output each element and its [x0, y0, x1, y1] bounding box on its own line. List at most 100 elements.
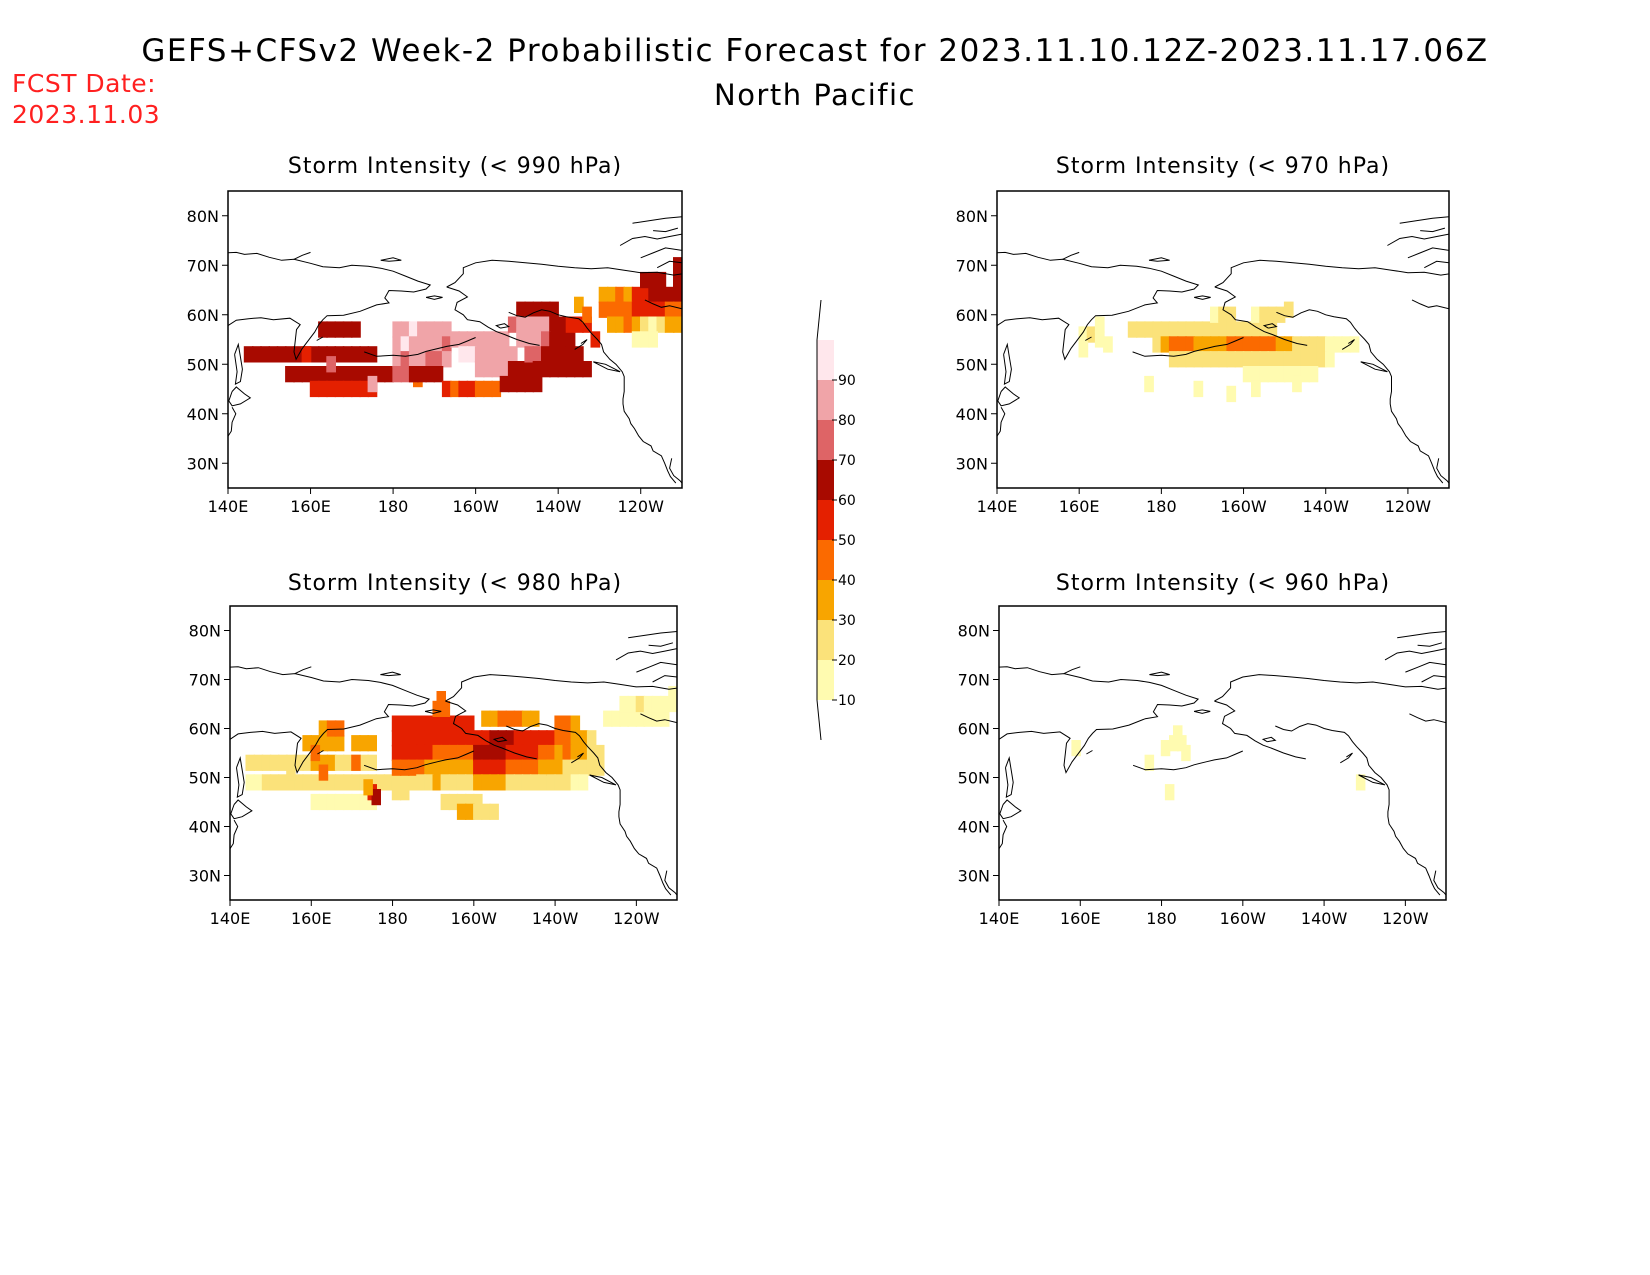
probability-cell — [1193, 321, 1204, 338]
probability-cell — [1300, 351, 1311, 368]
probability-cell — [505, 744, 516, 762]
probability-cell — [491, 361, 502, 378]
probability-cell — [586, 730, 597, 747]
probability-cell — [408, 715, 418, 732]
probability-cell — [532, 316, 543, 333]
probability-cell — [400, 321, 411, 338]
probability-cell — [565, 346, 576, 363]
probability-cell — [541, 331, 551, 348]
probability-cell — [640, 271, 650, 289]
probability-cell — [334, 735, 345, 752]
lon-tick-label: 120W — [1382, 909, 1429, 928]
probability-cell — [481, 803, 491, 820]
probability-cell — [1160, 336, 1171, 353]
coastline-segment — [424, 709, 442, 714]
probability-cell — [318, 321, 328, 338]
probability-cell — [318, 366, 328, 383]
panel-title: Storm Intensity (< 990 hPa) — [288, 154, 622, 179]
probability-cell — [1185, 351, 1195, 368]
colorbar-label: 40 — [838, 573, 856, 589]
probability-cell — [578, 730, 589, 747]
probability-cell — [643, 710, 654, 727]
probability-cell — [554, 715, 564, 732]
probability-cell — [546, 774, 556, 791]
probability-cell — [458, 331, 469, 348]
probability-cell — [334, 793, 345, 811]
probability-cell — [342, 380, 353, 398]
probability-cell — [1193, 351, 1204, 368]
probability-cell — [532, 346, 543, 363]
probability-cell — [549, 361, 559, 378]
probability-cell — [1275, 306, 1286, 323]
coastline-segment — [234, 342, 243, 385]
probability-cell — [417, 336, 427, 353]
probability-cell — [640, 286, 650, 304]
probability-cell — [1177, 351, 1187, 368]
probability-cell — [432, 744, 442, 762]
probability-cell — [1251, 306, 1261, 323]
probability-cell — [391, 759, 402, 776]
probability-cell — [1251, 366, 1261, 383]
probability-cell — [631, 331, 642, 348]
probability-cell — [627, 695, 637, 713]
probability-cell — [660, 695, 670, 713]
colorbar-segment — [817, 540, 834, 580]
probability-cell — [465, 759, 475, 776]
probability-cell — [285, 346, 295, 363]
coastline-segment — [1132, 337, 1244, 357]
probability-cell — [465, 774, 475, 791]
probability-cell — [359, 735, 369, 752]
coastline-segment — [589, 774, 617, 786]
probability-cell — [351, 321, 361, 338]
probability-cell — [1201, 351, 1212, 368]
probability-cell — [562, 730, 572, 747]
probability-cell — [1316, 351, 1327, 368]
coastline-segment — [506, 723, 672, 896]
lon-tick-label: 180 — [1146, 909, 1177, 928]
probability-cell — [425, 336, 436, 353]
probability-cell — [557, 331, 568, 348]
probability-cell — [1144, 321, 1154, 338]
probability-cell — [343, 793, 353, 811]
panel-storm-intensity-980: Storm Intensity (< 980 hPa) 80N 70N 60N 50N… — [189, 571, 678, 928]
probability-cell — [489, 774, 499, 791]
probability-cell — [268, 346, 279, 363]
probability-cell — [619, 710, 629, 727]
coastline-segment — [644, 299, 682, 310]
probability-cell — [432, 774, 442, 791]
probability-cell — [318, 346, 328, 363]
probability-cell — [483, 361, 493, 378]
probability-cell — [549, 301, 559, 318]
probability-cell — [499, 361, 510, 378]
probability-cell — [483, 331, 493, 348]
probability-cell — [586, 759, 597, 776]
probability-cell — [269, 754, 280, 771]
lat-tick-label: 30N — [958, 867, 990, 886]
lon-tick-label: 180 — [1146, 497, 1177, 516]
probability-cell — [424, 759, 434, 776]
lon-tick-label: 160W — [1220, 909, 1267, 928]
probability-cell — [334, 346, 345, 363]
probability-cell — [400, 336, 411, 353]
probability-cell — [640, 301, 650, 318]
probability-cell — [578, 759, 589, 776]
lon-tick-label: 140W — [532, 909, 579, 928]
probability-cell — [499, 331, 510, 348]
probability-cell — [334, 380, 345, 398]
lat-tick-label: 50N — [956, 355, 988, 374]
map-frame — [227, 190, 683, 489]
probability-cell — [1234, 351, 1245, 368]
probability-cell — [1283, 301, 1294, 318]
probability-cell — [631, 301, 642, 318]
probability-cell — [1234, 321, 1245, 338]
coastline-segment — [999, 819, 1008, 850]
coastline-segment — [316, 336, 324, 341]
probability-cell — [1267, 321, 1278, 338]
probability-cell — [574, 316, 584, 333]
probability-cell — [507, 375, 518, 393]
coastline-segment — [1214, 286, 1308, 346]
probability-cell — [302, 735, 312, 752]
lat-tick-label: 80N — [956, 207, 988, 226]
probability-cell — [318, 380, 328, 398]
probability-cell — [301, 366, 312, 383]
